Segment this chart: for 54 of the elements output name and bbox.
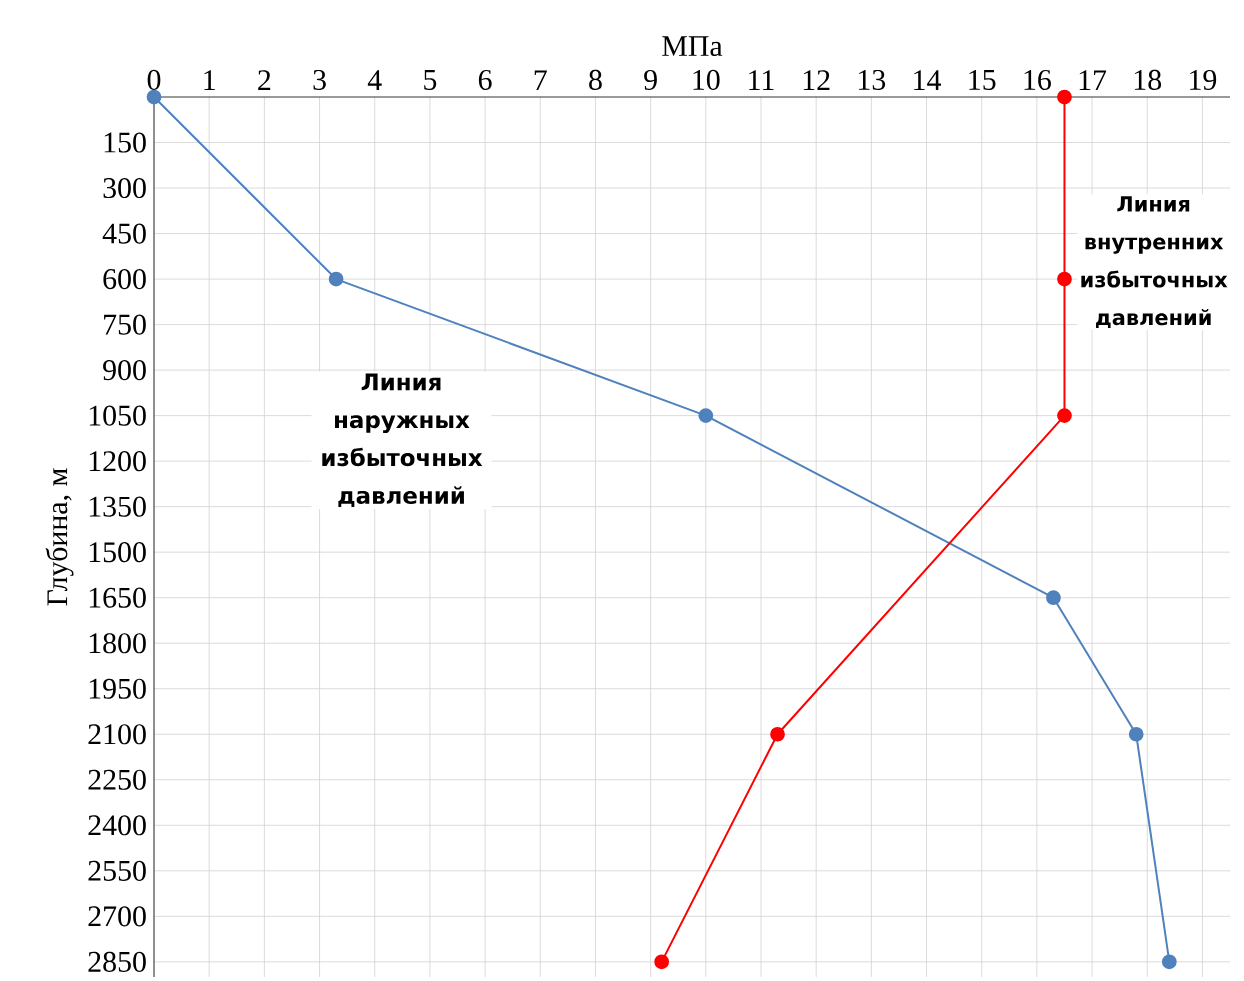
x-tick-label: 6 (478, 69, 492, 90)
point (698, 408, 714, 424)
point (146, 89, 162, 105)
point (328, 271, 344, 287)
y-tick-label: 900 (103, 360, 146, 381)
x-tick-label: 13 (859, 69, 886, 90)
x-tick-label: 15 (969, 69, 996, 90)
y-tick-label: 1050 (89, 405, 146, 426)
point (654, 954, 670, 970)
point (1128, 726, 1144, 742)
y-tick-label: 1350 (89, 496, 146, 517)
x-tick-label: 7 (534, 70, 547, 90)
x-tick-label: 17 (1079, 70, 1107, 90)
point (1057, 408, 1072, 424)
y-tick-label: 1200 (89, 451, 146, 472)
y-tick-label: 2700 (88, 906, 146, 927)
y-tick-label: 300 (103, 177, 146, 199)
point (1057, 89, 1072, 105)
x-tick-label: 9 (644, 69, 657, 90)
x-tick-label: 3 (313, 69, 326, 90)
point (1161, 954, 1177, 970)
y-tick-label: 2400 (88, 815, 146, 836)
y-tick-label: 750 (104, 314, 146, 335)
x-tick-label: 18 (1134, 69, 1162, 90)
x-axis-title: МПа (662, 36, 723, 57)
x-tick-label: 4 (367, 70, 382, 90)
x-tick-label: 8 (589, 69, 602, 90)
x-tick-label: 19 (1190, 69, 1217, 90)
y-tick-label: 2250 (88, 769, 146, 790)
x-tick-label: 2 (258, 70, 271, 90)
point (1046, 590, 1061, 606)
y-tick-label: 1500 (89, 542, 146, 563)
y-tick-label: 2100 (88, 724, 146, 745)
x-tick-label: 0 (147, 69, 161, 90)
y-tick-label: 150 (104, 132, 146, 153)
x-tick-label: 1 (204, 70, 215, 90)
text: Линия внутренних избыточных давлений (1081, 196, 1228, 328)
y-tick-label: 450 (102, 223, 146, 244)
point (1057, 271, 1072, 287)
y-tick-label: 1800 (89, 633, 146, 654)
annotation: Линия наружных избыточных давлений (322, 373, 483, 507)
x-tick-label: 14 (914, 70, 941, 90)
y-tick-label: 600 (103, 268, 146, 290)
x-tick-label: 12 (803, 70, 830, 90)
x-tick-label: 11 (749, 70, 774, 90)
x-tick-label: 10 (693, 69, 720, 90)
point (770, 726, 785, 742)
y-axis-title: Глубина, м (45, 468, 74, 606)
y-tick-label: 1950 (89, 678, 146, 699)
x-tick-label: 16 (1024, 69, 1051, 90)
x-tick-label: 5 (424, 70, 437, 90)
y-tick-label: 1650 (89, 587, 146, 608)
y-tick-label: 2550 (88, 860, 146, 881)
y-tick-label: 2850 (88, 951, 146, 972)
